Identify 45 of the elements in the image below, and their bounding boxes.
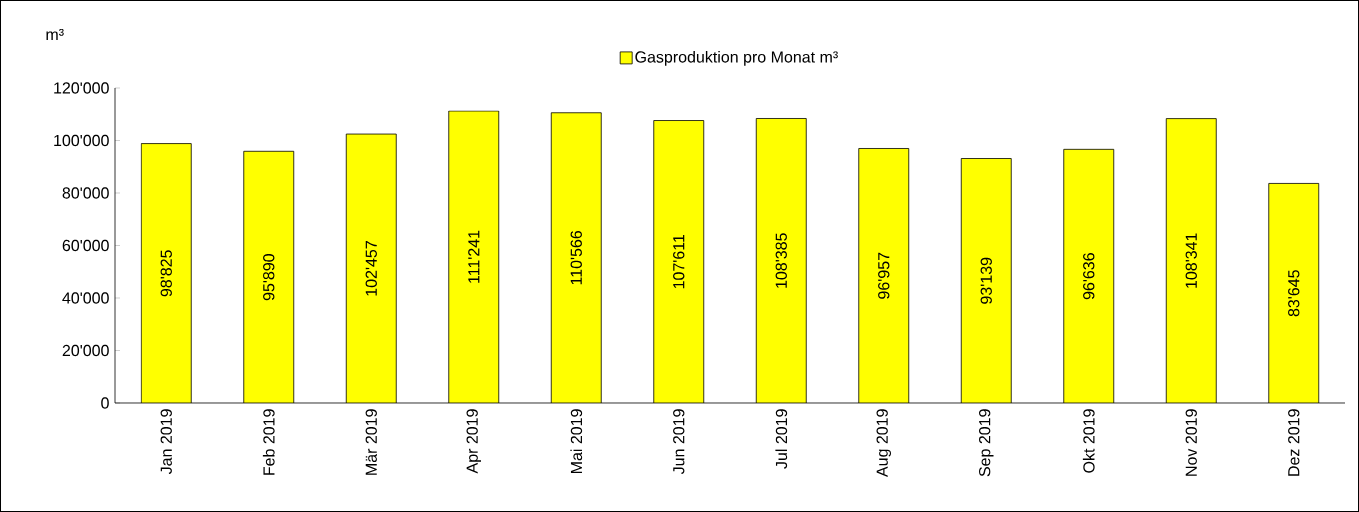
x-tick-label: Mai 2019 [570, 409, 583, 474]
data-label: 107'611 [673, 234, 685, 289]
y-tick-label: 100'000 [54, 134, 109, 147]
x-tick-label: Jun 2019 [673, 409, 685, 475]
x-tick-label: Aug 2019 [876, 409, 892, 478]
x-tick-label: Dez 2019 [1288, 409, 1300, 476]
legend-label: Gasproduktion pro Monat m³ [635, 50, 838, 66]
bar [1063, 149, 1114, 403]
data-label: 96'636 [1083, 253, 1095, 300]
bar [653, 120, 704, 403]
data-label: 110'566 [570, 230, 582, 285]
bar [858, 148, 909, 403]
bar [448, 110, 499, 403]
bar [756, 118, 807, 403]
x-tick-label: Okt 2019 [1082, 409, 1095, 473]
bar [551, 112, 602, 403]
data-label: 108'341 [1185, 233, 1197, 288]
y-tick-label: 120'000 [54, 82, 109, 94]
bar [141, 143, 192, 403]
y-tick-label: 80'000 [62, 187, 109, 199]
x-tick-label: Feb 2019 [262, 409, 275, 475]
y-tick-label: 60'000 [62, 239, 109, 252]
bar [1166, 118, 1217, 403]
data-label: 111'241 [468, 230, 480, 283]
y-tick-label: 40'000 [62, 292, 109, 304]
x-tick-label: Apr 2019 [466, 409, 482, 474]
data-label: 93'139 [980, 257, 992, 304]
y-tick-label: 0 [101, 397, 109, 409]
x-tick-label: Mär 2019 [365, 409, 377, 475]
data-label: 96'957 [878, 252, 890, 299]
y-axis-title: m³ [46, 28, 64, 40]
x-tick-label: Jul 2019 [775, 409, 788, 469]
x-tick-label: Sep 2019 [979, 409, 994, 477]
data-label: 98'825 [160, 250, 172, 297]
bar [346, 134, 397, 403]
x-tick-label: Jan 2019 [160, 409, 172, 475]
bar [243, 151, 294, 403]
data-label: 108'385 [775, 233, 787, 288]
bar [961, 158, 1012, 403]
data-label: 95'890 [263, 254, 275, 301]
data-label: 102'457 [365, 241, 377, 296]
data-label: 83'645 [1288, 270, 1300, 317]
x-tick-label: Nov 2019 [1185, 409, 1197, 476]
bar [1268, 183, 1320, 403]
y-tick-label: 20'000 [62, 344, 109, 357]
